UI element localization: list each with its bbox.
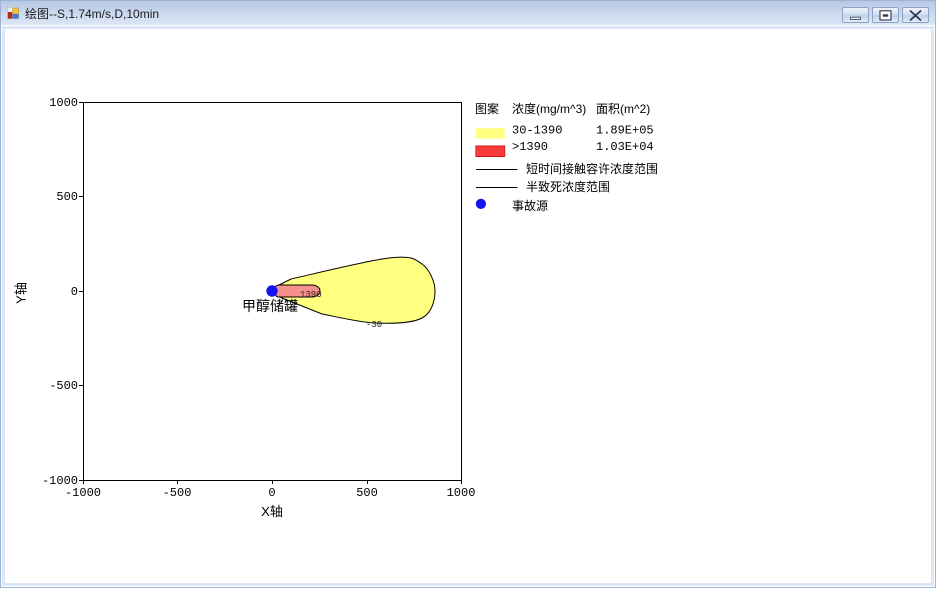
svg-text:-1000: -1000 bbox=[65, 486, 101, 500]
svg-text:1.03E+04: 1.03E+04 bbox=[596, 140, 654, 154]
svg-text:500: 500 bbox=[56, 190, 78, 204]
svg-text:>1390: >1390 bbox=[512, 140, 548, 154]
svg-text:-30: -30 bbox=[366, 320, 382, 330]
svg-text:1000: 1000 bbox=[447, 486, 476, 500]
svg-text:-500: -500 bbox=[163, 486, 192, 500]
svg-text:短时间接触容许浓度范围: 短时间接触容许浓度范围 bbox=[526, 161, 658, 176]
svg-text:Y轴: Y轴 bbox=[13, 282, 28, 304]
svg-text:0: 0 bbox=[268, 486, 275, 500]
svg-text:浓度(mg/m^3): 浓度(mg/m^3) bbox=[512, 101, 586, 116]
svg-text:-500: -500 bbox=[49, 379, 78, 393]
svg-text:1000: 1000 bbox=[49, 96, 78, 110]
svg-text:1.89E+05: 1.89E+05 bbox=[596, 124, 654, 138]
svg-text:1390: 1390 bbox=[300, 290, 322, 300]
svg-text:面积(m^2): 面积(m^2) bbox=[596, 102, 650, 116]
svg-text:0: 0 bbox=[71, 285, 78, 299]
svg-text:甲醇储罐: 甲醇储罐 bbox=[242, 298, 298, 314]
svg-text:半致死浓度范围: 半致死浓度范围 bbox=[526, 179, 610, 194]
svg-text:X轴: X轴 bbox=[261, 504, 283, 519]
svg-text:30-1390: 30-1390 bbox=[512, 124, 562, 138]
svg-text:图案: 图案 bbox=[475, 101, 499, 116]
svg-text:500: 500 bbox=[356, 486, 378, 500]
svg-text:事故源: 事故源 bbox=[512, 198, 548, 213]
